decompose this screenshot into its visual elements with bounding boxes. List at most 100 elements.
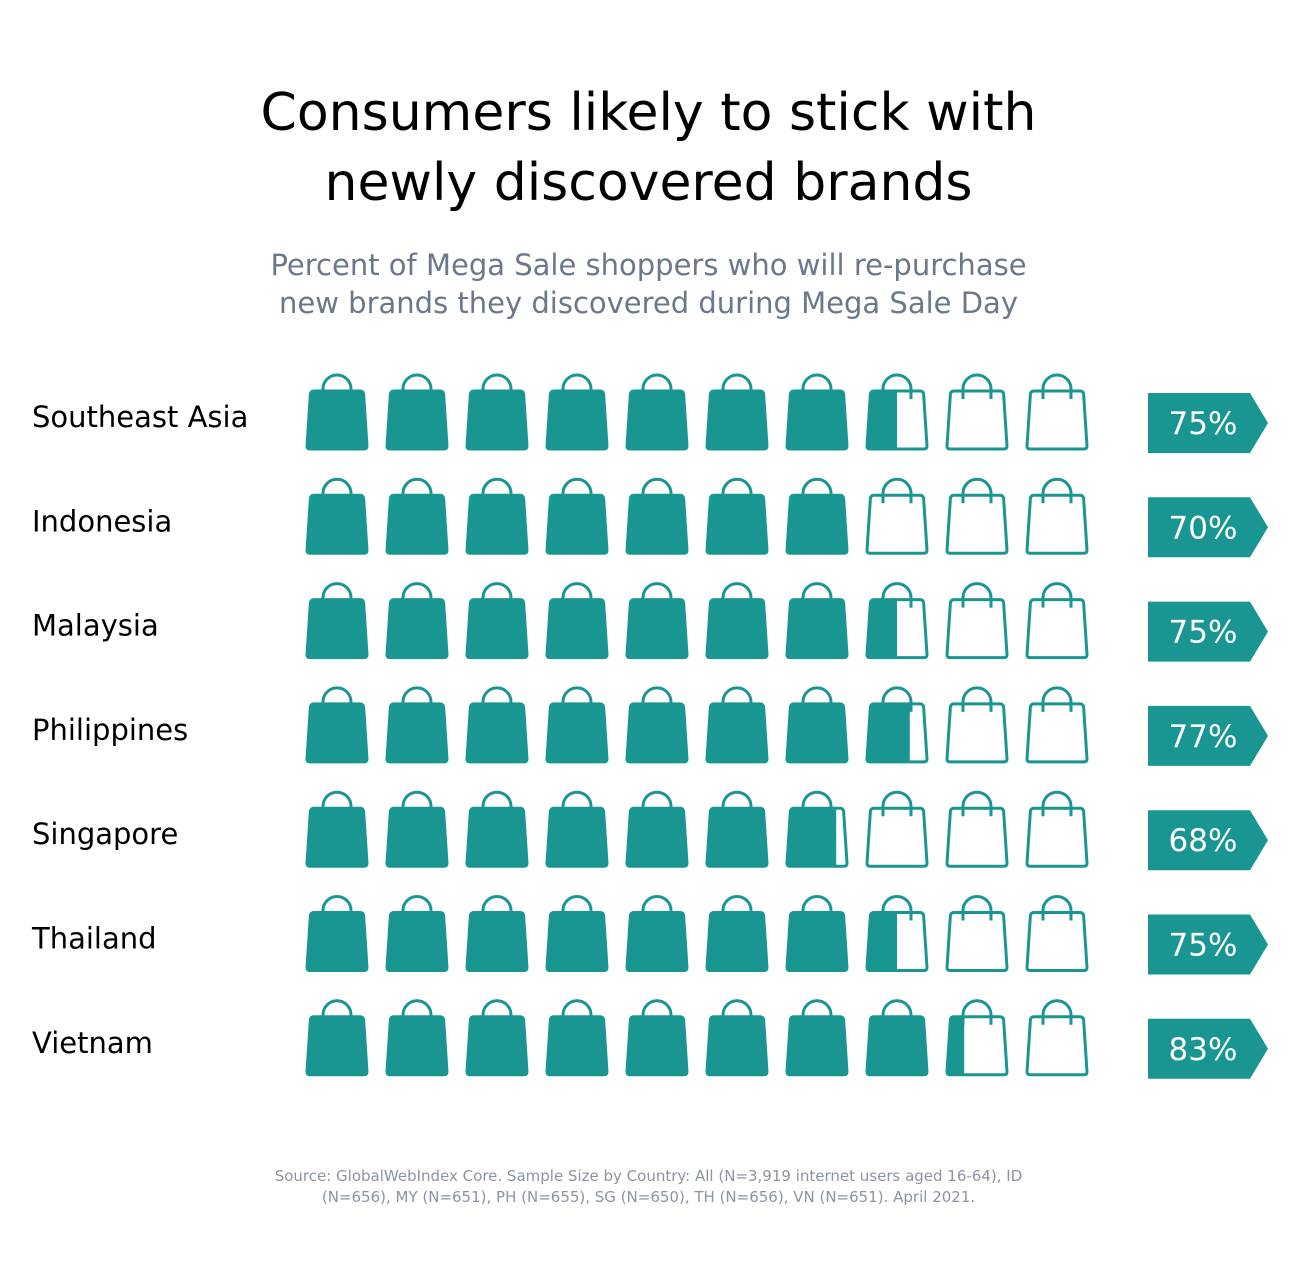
shopping-bag-icon: [465, 373, 529, 451]
value-badge: [1148, 497, 1268, 558]
value-label: 83%: [1169, 1032, 1238, 1068]
value-label: 68%: [1169, 823, 1238, 859]
shopping-bag-icon: [705, 895, 769, 972]
shopping-bag-icon: [865, 582, 929, 660]
shopping-bag-icon: [865, 790, 929, 868]
shopping-bag-icon: [305, 999, 369, 1077]
value-label: 75%: [1169, 615, 1238, 651]
shopping-bag-icon: [305, 373, 369, 451]
source-line-2: (N=656), MY (N=651), PH (N=655), SG (N=6…: [321, 1188, 976, 1206]
shopping-bag-icon: [785, 582, 849, 660]
shopping-bag-icon: [865, 373, 929, 451]
category-label: Southeast Asia: [32, 400, 248, 434]
shopping-bag-icon: [945, 999, 1009, 1077]
shopping-bag-icon: [785, 477, 849, 555]
value-label: 70%: [1169, 510, 1238, 546]
shopping-bag-icon: [385, 686, 449, 764]
value-label: 75%: [1169, 928, 1238, 964]
shopping-bag-icon: [465, 999, 529, 1077]
chart-row: Southeast Asia 75%: [32, 373, 1268, 453]
category-label: Malaysia: [32, 609, 159, 643]
shopping-bag-icon: [305, 895, 369, 972]
shopping-bag-icon: [1025, 373, 1089, 451]
shopping-bag-icon: [545, 582, 609, 660]
chart-row: Malaysia 75%: [32, 582, 1268, 662]
chart-title-line-1: Consumers likely to stick with: [260, 83, 1037, 143]
chart-subtitle-line-1: Percent of Mega Sale shoppers who will r…: [270, 248, 1027, 282]
value-badge: [1148, 705, 1268, 766]
shopping-bag-icon: [705, 582, 769, 660]
shopping-bag-icon: [385, 477, 449, 555]
shopping-bag-icon: [625, 373, 689, 451]
shopping-bag-icon: [785, 373, 849, 451]
value-badge: [1148, 810, 1268, 871]
shopping-bag-icon: [625, 790, 689, 868]
value-badge: [1148, 601, 1268, 662]
value-badge: [1148, 914, 1268, 975]
shopping-bag-icon: [305, 686, 369, 764]
shopping-bag-icon: [705, 373, 769, 451]
shopping-bag-icon: [545, 790, 609, 868]
shopping-bag-icon: [705, 999, 769, 1077]
shopping-bag-icon: [465, 686, 529, 764]
shopping-bag-icon: [625, 477, 689, 555]
category-label: Philippines: [32, 713, 188, 747]
shopping-bag-icon: [625, 686, 689, 764]
value-badge: [1148, 1018, 1268, 1079]
shopping-bag-icon: [385, 582, 449, 660]
shopping-bag-icon: [945, 895, 1009, 972]
shopping-bag-icon: [785, 895, 849, 972]
shopping-bag-icon: [465, 477, 529, 555]
shopping-bag-icon: [945, 582, 1009, 660]
shopping-bag-icon: [465, 895, 529, 972]
shopping-bag-icon: [785, 999, 849, 1077]
shopping-bag-icon: [385, 373, 449, 451]
shopping-bag-icon: [545, 895, 609, 972]
source-note: Source: GlobalWebIndex Core. Sample Size…: [0, 1166, 1297, 1208]
shopping-bag-icon: [1025, 999, 1089, 1077]
shopping-bag-icon: [625, 582, 689, 660]
shopping-bag-icon: [625, 895, 689, 972]
shopping-bag-icon: [785, 790, 849, 868]
category-label: Thailand: [31, 922, 157, 956]
shopping-bag-icon: [545, 686, 609, 764]
category-label: Singapore: [32, 817, 178, 851]
chart-subtitle-line-2: new brands they discovered during Mega S…: [279, 286, 1018, 320]
shopping-bag-icon: [545, 477, 609, 555]
category-label: Vietnam: [32, 1026, 153, 1060]
shopping-bag-icon: [1025, 790, 1089, 868]
shopping-bag-icon: [465, 582, 529, 660]
chart-title-line-2: newly discovered brands: [324, 153, 973, 213]
shopping-bag-icon: [385, 895, 449, 972]
shopping-bag-icon: [1025, 895, 1089, 972]
shopping-bag-icon: [305, 790, 369, 868]
shopping-bag-icon: [945, 686, 1009, 764]
shopping-bag-icon: [705, 686, 769, 764]
shopping-bag-icon: [1025, 477, 1089, 555]
shopping-bag-icon: [305, 582, 369, 660]
shopping-bag-icon: [385, 790, 449, 868]
category-label: Indonesia: [32, 504, 172, 538]
shopping-bag-icon: [545, 999, 609, 1077]
shopping-bag-icon: [305, 477, 369, 555]
shopping-bag-icon: [1025, 582, 1089, 660]
shopping-bag-icon: [705, 790, 769, 868]
shopping-bag-icon: [945, 373, 1009, 451]
shopping-bag-icon: [785, 686, 849, 764]
chart-row: Thailand 75%: [31, 895, 1268, 975]
shopping-bag-icon: [865, 895, 929, 972]
source-line-1: Source: GlobalWebIndex Core. Sample Size…: [274, 1167, 1023, 1185]
shopping-bag-icon: [945, 790, 1009, 868]
chart-row: Vietnam 83%: [32, 999, 1268, 1079]
chart-title: Consumers likely to stick with newly dis…: [0, 78, 1297, 218]
shopping-bag-icon: [865, 686, 929, 764]
value-badge: [1148, 393, 1268, 453]
shopping-bag-icon: [465, 790, 529, 868]
shopping-bag-icon: [545, 373, 609, 451]
chart-row: Philippines 77%: [32, 686, 1268, 766]
chart-row: Indonesia 70%: [32, 477, 1268, 558]
chart-row: Singapore 68%: [32, 790, 1268, 871]
shopping-bag-icon: [945, 477, 1009, 555]
shopping-bag-icon: [1025, 686, 1089, 764]
shopping-bag-icon: [385, 999, 449, 1077]
